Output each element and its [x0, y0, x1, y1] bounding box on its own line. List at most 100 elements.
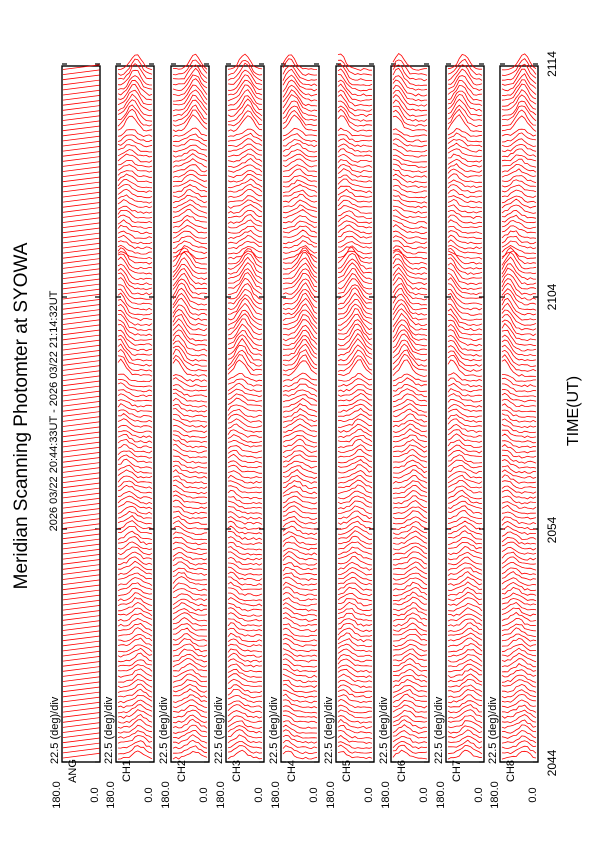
scan-trace [172, 439, 208, 449]
scan-trace [172, 571, 208, 581]
scan-trace [227, 132, 263, 142]
scan-trace [447, 536, 483, 546]
scan-trace [62, 742, 100, 749]
scan-trace [117, 627, 153, 637]
scan-trace [392, 143, 428, 153]
scan-trace [227, 214, 263, 224]
scan-trace [172, 608, 208, 616]
scan-trace [337, 148, 373, 158]
scan-trace [62, 105, 100, 111]
scan-trace [172, 679, 208, 688]
scan-trace [282, 354, 318, 372]
scan-trace [502, 683, 537, 693]
scan-trace [62, 523, 100, 529]
chart-subtitle: 2026 03/22 20:44:33UT - 2026 03/22 21:14… [48, 290, 60, 531]
scan-trace [337, 83, 373, 102]
scan-trace [392, 158, 428, 168]
scan-trace [337, 220, 373, 229]
scan-trace [501, 511, 537, 520]
scan-trace [392, 128, 428, 137]
scan-trace [337, 252, 373, 270]
scan-trace [501, 168, 537, 178]
scan-trace [117, 694, 153, 704]
channel-label: CH8 [505, 760, 517, 782]
scan-trace [172, 694, 208, 703]
scan-trace [117, 108, 153, 127]
scan-trace [392, 551, 428, 561]
scan-trace [62, 492, 100, 499]
scan-trace [447, 262, 483, 280]
scan-trace [227, 225, 263, 234]
scan-trace [337, 250, 373, 259]
scan-trace [501, 674, 537, 683]
scan-trace [117, 418, 153, 428]
scan-trace [501, 138, 537, 148]
scan-trace [501, 322, 537, 342]
scan-trace [337, 470, 373, 479]
scan-trace [172, 292, 208, 311]
scan-trace [62, 125, 100, 132]
scan-trace [62, 176, 100, 183]
scan-trace [172, 718, 208, 729]
scan-trace [227, 720, 263, 729]
scan-trace [62, 436, 100, 443]
scan-trace [337, 724, 373, 734]
scan-trace [447, 591, 483, 601]
scan-trace [172, 67, 208, 86]
scan-trace [117, 209, 153, 219]
scan-trace [172, 209, 208, 219]
scan-trace [447, 198, 483, 209]
scan-trace [282, 586, 318, 596]
scan-trace [337, 349, 372, 366]
scan-trace [392, 224, 428, 235]
scan-trace [337, 389, 373, 397]
scan-trace [173, 638, 208, 647]
scan-trace [227, 110, 263, 127]
scan-trace [282, 184, 318, 193]
scan-trace [282, 394, 318, 403]
scan-trace [501, 719, 537, 729]
scan-trace [392, 715, 428, 723]
scan-trace [501, 278, 537, 296]
scan-trace [227, 183, 263, 193]
scan-trace [392, 439, 428, 449]
scan-trace [447, 64, 483, 81]
scan-trace [337, 100, 373, 117]
scan-trace [501, 377, 537, 388]
scan-trace [447, 745, 483, 755]
scan-trace [501, 424, 537, 434]
scan-trace [392, 591, 428, 602]
y-max-label: 180.0 [160, 781, 172, 809]
scan-trace [282, 643, 318, 653]
scan-trace [337, 224, 373, 235]
scan-trace [62, 691, 100, 698]
scan-trace [62, 620, 100, 626]
scan-trace [172, 403, 208, 413]
scan-trace [227, 607, 263, 617]
channel-label: CH7 [451, 760, 463, 782]
scan-trace [172, 329, 208, 346]
scan-trace [447, 104, 483, 121]
panel-scale-label: 22.5 (deg)/div [103, 696, 115, 764]
scan-trace [392, 581, 428, 591]
scan-trace [501, 132, 537, 143]
scan-trace [501, 163, 537, 173]
scan-trace [282, 679, 318, 688]
scan-trace [337, 484, 373, 495]
scan-trace [447, 576, 483, 586]
scan-trace [501, 225, 537, 234]
scan-trace [282, 94, 318, 112]
scan-trace [392, 199, 428, 209]
scan-trace [501, 273, 537, 290]
panel-scale-label: 22.5 (deg)/div [433, 696, 445, 764]
scan-trace [392, 428, 428, 438]
scan-trace [447, 520, 483, 530]
scan-trace [282, 143, 318, 153]
scan-trace [172, 648, 208, 658]
x-tick-label: 2114 [545, 51, 559, 77]
scan-trace [392, 423, 428, 433]
scan-trace [62, 329, 100, 336]
scan-trace [501, 586, 537, 596]
scan-trace [337, 546, 373, 556]
scan-trace [227, 95, 263, 111]
